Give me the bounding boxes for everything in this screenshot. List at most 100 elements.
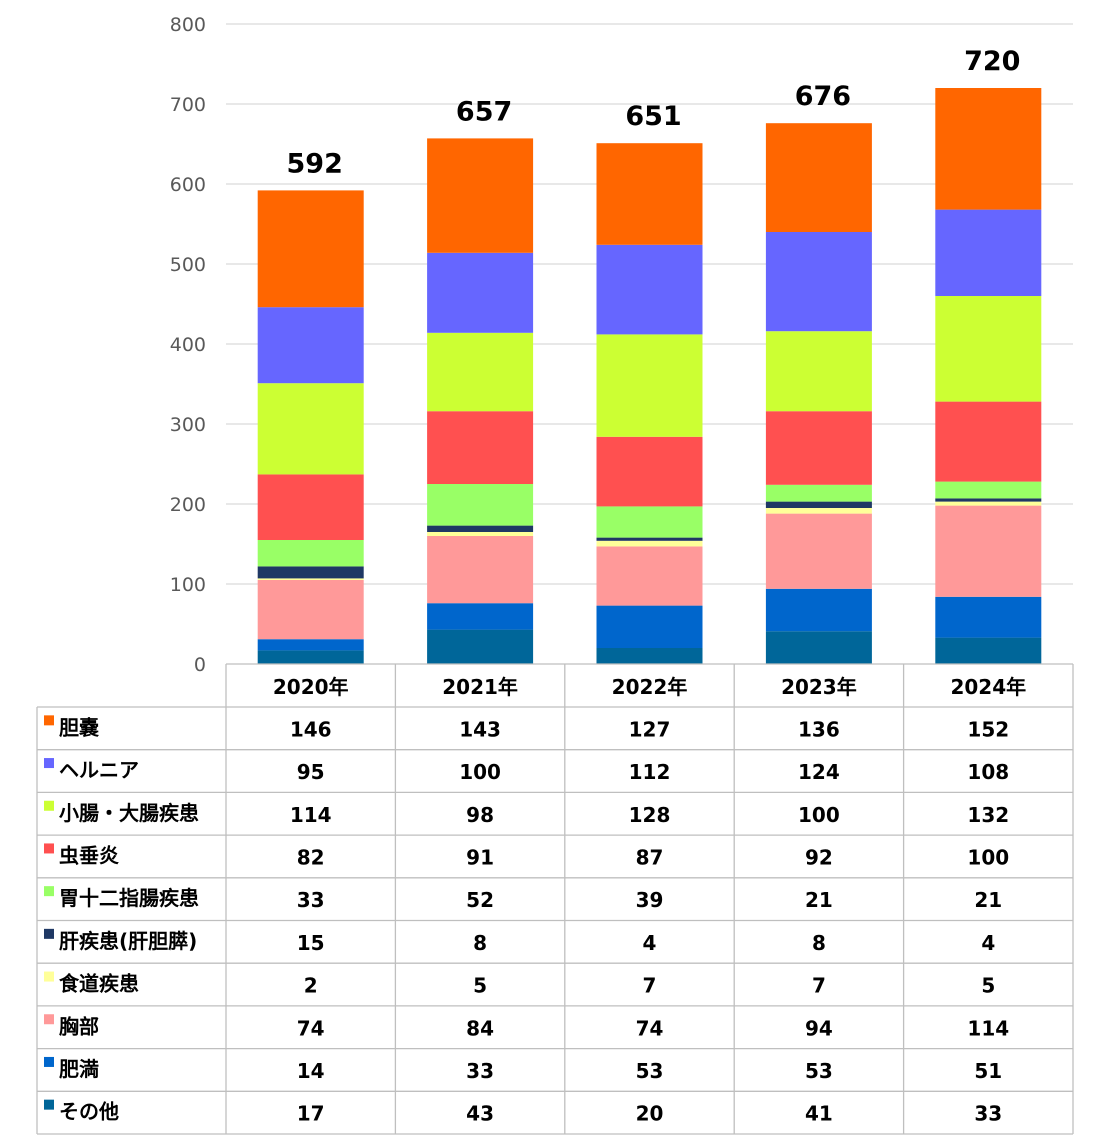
x-category-label: 2020年 xyxy=(273,675,349,699)
data-cell-value: 152 xyxy=(967,717,1009,741)
legend-key xyxy=(44,928,54,939)
bar-segment xyxy=(596,605,703,648)
y-tick-label: 400 xyxy=(170,334,206,356)
legend-key xyxy=(44,758,54,769)
bar-segment xyxy=(257,474,364,540)
y-tick-label: 800 xyxy=(170,14,206,36)
total-label: 720 xyxy=(964,46,1020,77)
bar-segment xyxy=(935,505,1042,597)
bar-segment xyxy=(765,484,872,502)
legend-key xyxy=(44,843,54,854)
data-cell-value: 84 xyxy=(466,1016,494,1040)
data-cell-value: 51 xyxy=(974,1059,1002,1083)
series-name-label: 胆嚢 xyxy=(59,715,100,739)
data-cell-value: 98 xyxy=(466,803,494,827)
bar-segment xyxy=(257,190,364,308)
data-cell-value: 87 xyxy=(636,845,664,869)
data-cell-value: 95 xyxy=(297,760,325,784)
bar-segment xyxy=(257,650,364,664)
data-cell-value: 14 xyxy=(297,1059,325,1083)
data-cell-value: 114 xyxy=(290,803,332,827)
bar-segment xyxy=(765,232,872,332)
data-cell-value: 114 xyxy=(967,1016,1009,1040)
bar-segment xyxy=(935,209,1042,296)
data-cell-value: 4 xyxy=(981,931,995,955)
bar-segment xyxy=(935,296,1042,402)
bar-segment xyxy=(427,532,534,536)
bar-segment xyxy=(935,401,1042,482)
data-cell-value: 52 xyxy=(466,888,494,912)
bar-segment xyxy=(596,537,703,541)
bar-segment xyxy=(427,411,534,484)
data-cell-value: 82 xyxy=(297,845,325,869)
bar-segment xyxy=(935,481,1042,499)
bar-segment xyxy=(257,566,364,579)
data-cell-value: 20 xyxy=(636,1102,664,1126)
bar-segment xyxy=(427,525,534,532)
data-cell-value: 2 xyxy=(304,974,318,998)
bar-segment xyxy=(257,580,364,640)
data-cell-value: 53 xyxy=(636,1059,664,1083)
legend-key xyxy=(44,971,54,982)
bar-segment xyxy=(427,252,534,333)
bar-segment xyxy=(935,88,1042,210)
bar-segment xyxy=(765,331,872,412)
x-category-label: 2021年 xyxy=(442,675,518,699)
bar-segment xyxy=(427,484,534,526)
bar-segment xyxy=(427,629,534,664)
y-axis-tick-labels: 0 100 200 300 400 500 600 700 800 xyxy=(170,14,206,676)
series-name-label: 食道疾患 xyxy=(59,972,139,996)
bar-segment xyxy=(596,648,703,664)
series-name-label: 肝疾患(肝胆膵) xyxy=(59,929,197,953)
y-tick-label: 300 xyxy=(170,414,206,436)
y-tick-label: 600 xyxy=(170,174,206,196)
data-cell-value: 5 xyxy=(981,974,995,998)
bar-segment xyxy=(596,540,703,547)
bar-segment xyxy=(596,436,703,507)
bar-segment xyxy=(427,138,534,253)
series-name-label: 肥満 xyxy=(59,1057,99,1081)
series-name-label: 胸部 xyxy=(59,1014,99,1038)
legend-key xyxy=(44,1014,54,1025)
data-cell-value: 92 xyxy=(805,845,833,869)
legend-key xyxy=(44,800,54,811)
data-cell-value: 112 xyxy=(629,760,671,784)
bar-segment xyxy=(935,498,1042,502)
series-name-label: ヘルニア xyxy=(59,758,139,782)
data-cell-value: 15 xyxy=(297,931,325,955)
bar-segment xyxy=(257,540,364,567)
legend-key xyxy=(44,886,54,897)
total-label: 592 xyxy=(287,148,343,179)
data-cell-value: 91 xyxy=(466,845,494,869)
total-label: 651 xyxy=(625,101,681,132)
data-cell-value: 39 xyxy=(636,888,664,912)
y-tick-label: 700 xyxy=(170,94,206,116)
y-tick-label: 100 xyxy=(170,574,206,596)
data-cell-value: 53 xyxy=(805,1059,833,1083)
bar-segment xyxy=(935,596,1042,638)
bar-segment xyxy=(765,508,872,514)
series-name-label: 小腸・大腸疾患 xyxy=(59,801,199,825)
y-tick-label: 200 xyxy=(170,494,206,516)
bar-segment xyxy=(427,536,534,604)
data-cell-value: 7 xyxy=(643,974,657,998)
bar-segment xyxy=(935,501,1042,506)
data-cell-value: 108 xyxy=(967,760,1009,784)
data-cell-value: 132 xyxy=(967,803,1009,827)
bars xyxy=(257,88,1042,664)
legend-key xyxy=(44,1056,54,1067)
bar-segment xyxy=(765,123,872,232)
data-cell-value: 94 xyxy=(805,1016,833,1040)
data-cell-value: 136 xyxy=(798,717,840,741)
bar-segment xyxy=(257,639,364,651)
bar-segment xyxy=(596,506,703,538)
data-cell-value: 74 xyxy=(636,1016,664,1040)
data-cell-value: 74 xyxy=(297,1016,325,1040)
total-label: 676 xyxy=(795,81,851,112)
legend-key xyxy=(44,1099,54,1110)
total-labels: 592 657 651 676 720 xyxy=(287,46,1021,179)
data-cell-value: 41 xyxy=(805,1102,833,1126)
bar-segment xyxy=(596,244,703,335)
